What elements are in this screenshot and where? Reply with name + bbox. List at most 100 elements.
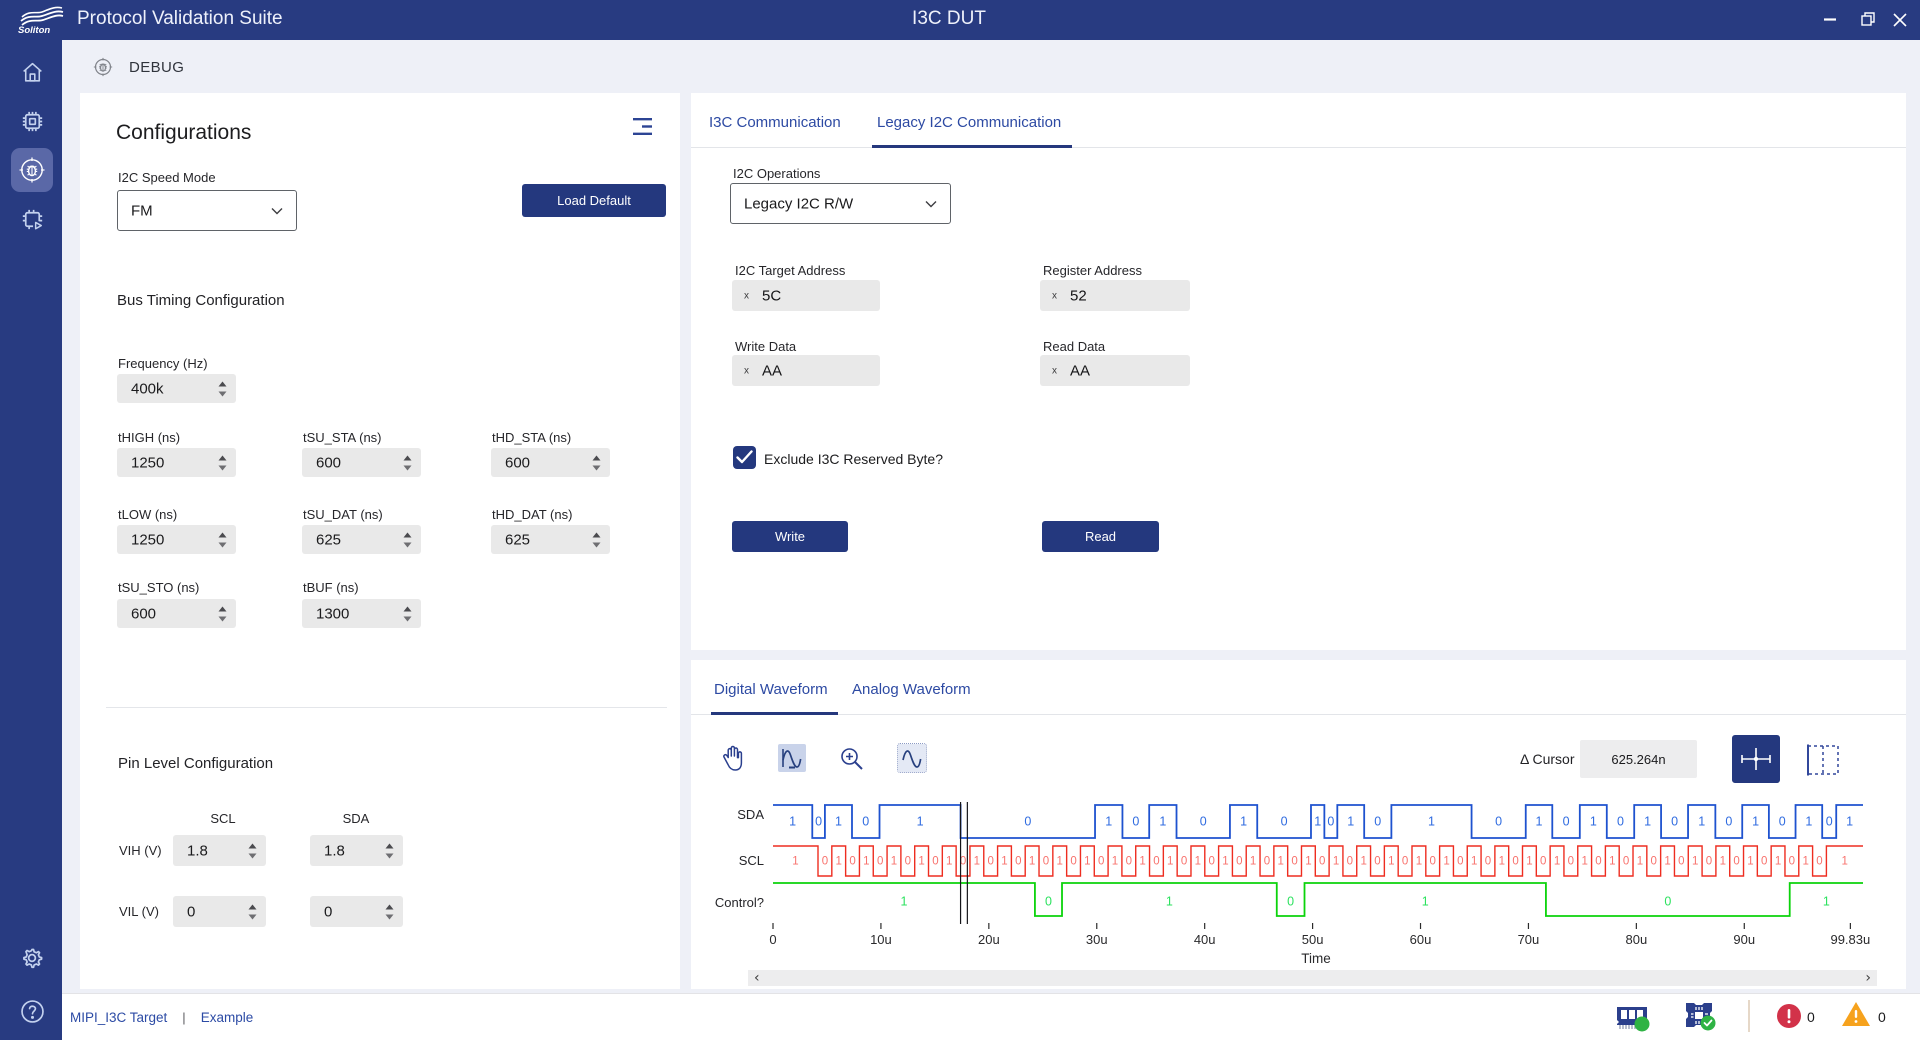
comm-field-input[interactable]: x 5C	[732, 280, 880, 311]
cursor-crosshair-button[interactable]	[1732, 735, 1780, 783]
frequency-input[interactable]: 400k	[117, 374, 236, 403]
spinner-arrows-icon[interactable]	[385, 842, 394, 859]
comm-field-input[interactable]: x AA	[1040, 355, 1190, 386]
waveform-window-icon[interactable]	[897, 743, 927, 773]
close-button[interactable]	[1881, 0, 1919, 40]
hex-prefix: x	[744, 290, 749, 301]
comm-field-input[interactable]: x 52	[1040, 280, 1190, 311]
comm-field-input[interactable]: x AA	[732, 355, 880, 386]
status-target-link[interactable]: MIPI_I3C Target	[70, 1009, 168, 1025]
svg-text:0: 0	[1153, 856, 1159, 868]
spinner-arrows-icon[interactable]	[248, 842, 257, 859]
fit-waveform-icon[interactable]	[778, 744, 806, 772]
scroll-left-icon[interactable]: ‹	[754, 970, 760, 986]
svg-text:0: 0	[1264, 856, 1270, 868]
svg-text:1: 1	[1347, 815, 1354, 829]
svg-text:0: 0	[1761, 856, 1767, 868]
svg-text:1: 1	[1443, 856, 1449, 868]
i2c-operations-dropdown[interactable]: Legacy I2C R/W	[730, 183, 951, 224]
pin-level-input[interactable]: 1.8	[173, 835, 266, 866]
svg-text:1: 1	[1802, 856, 1808, 868]
bus-field-input[interactable]: 625	[491, 525, 610, 554]
spinner-arrows-icon[interactable]	[403, 605, 412, 622]
sidebar-item-debug[interactable]	[11, 148, 53, 192]
page-title: DEBUG	[129, 58, 185, 76]
svg-text:1: 1	[1057, 856, 1063, 868]
svg-text:0: 0	[1374, 856, 1380, 868]
pin-level-input[interactable]: 0	[173, 896, 266, 927]
status-profile-link[interactable]: Example	[200, 1009, 254, 1025]
sidebar-item-device[interactable]	[11, 99, 53, 143]
load-default-button[interactable]: Load Default	[522, 184, 666, 217]
svg-text:0: 0	[1671, 815, 1678, 829]
svg-text:1: 1	[1388, 856, 1394, 868]
signal-name-sda: SDA	[737, 807, 764, 822]
svg-text:0: 0	[1043, 856, 1049, 868]
bus-field-label: tSU_STA (ns)	[303, 430, 382, 445]
pan-hand-icon[interactable]	[718, 744, 746, 772]
spinner-arrows-icon[interactable]	[403, 531, 412, 548]
waveform-plot[interactable]: 1 0 1 0 1 0 1 0 1 0 1 0 1 0 1 0 1 0 1 0 1 0 1 0 1 0 1 0 1 0 11 0 1 0 1 0 1 0 1…	[691, 660, 1906, 989]
bus-field-label: tLOW (ns)	[118, 507, 178, 522]
svg-text:0: 0	[1098, 856, 1104, 868]
tab-analog-waveform[interactable]: Analog Waveform	[852, 681, 971, 698]
pin-level-value: 1.8	[187, 842, 208, 859]
spinner-arrows-icon[interactable]	[592, 454, 601, 471]
zoom-in-icon[interactable]	[837, 744, 865, 772]
svg-text:30u: 30u	[1086, 932, 1108, 947]
collapse-lines-icon[interactable]	[632, 117, 652, 136]
svg-text:0: 0	[987, 856, 993, 868]
delta-cursor-value[interactable]: 625.264n	[1580, 740, 1697, 778]
cursor-region-button[interactable]	[1803, 742, 1843, 778]
sidebar-item-help[interactable]	[11, 989, 53, 1033]
section-divider	[106, 707, 667, 708]
warning-count: 0	[1878, 1009, 1886, 1025]
tab-digital-waveform[interactable]: Digital Waveform	[714, 681, 828, 698]
read-button[interactable]: Read	[1042, 521, 1159, 552]
tab-legacy-i2c-communication[interactable]: Legacy I2C Communication	[877, 114, 1062, 131]
spinner-arrows-icon[interactable]	[218, 605, 227, 622]
svg-text:0: 0	[1512, 856, 1518, 868]
bus-field-input[interactable]: 625	[302, 525, 421, 554]
restore-button[interactable]	[1849, 0, 1887, 40]
svg-text:1: 1	[1581, 856, 1587, 868]
help-icon	[20, 999, 44, 1023]
svg-text:1: 1	[1747, 856, 1753, 868]
sidebar-item-run[interactable]	[11, 197, 53, 241]
bus-field-input[interactable]: 600	[491, 448, 610, 477]
bus-field-input[interactable]: 600	[302, 448, 421, 477]
spinner-arrows-icon[interactable]	[592, 531, 601, 548]
waveform-scrollbar[interactable]: ‹ ›	[748, 970, 1877, 986]
svg-text:0: 0	[960, 856, 966, 868]
spinner-arrows-icon[interactable]	[385, 903, 394, 920]
bus-field-input[interactable]: 1300	[302, 599, 421, 628]
exclude-i3c-checkbox[interactable]	[733, 446, 756, 469]
svg-text:1: 1	[1609, 856, 1615, 868]
svg-text:0: 0	[1374, 815, 1381, 829]
memory-ok-icon[interactable]	[1616, 1001, 1650, 1033]
cursor-crosshair-icon	[1741, 748, 1771, 770]
speed-mode-dropdown[interactable]: FM	[117, 190, 297, 231]
speed-mode-label: I2C Speed Mode	[118, 170, 216, 185]
spinner-arrows-icon[interactable]	[248, 903, 257, 920]
scroll-right-icon[interactable]: ›	[1865, 970, 1871, 986]
pin-level-input[interactable]: 0	[310, 896, 403, 927]
spinner-arrows-icon[interactable]	[403, 454, 412, 471]
tab-i3c-communication[interactable]: I3C Communication	[709, 114, 841, 131]
bus-field-input[interactable]: 1250	[117, 448, 236, 477]
pin-level-input[interactable]: 1.8	[310, 835, 403, 866]
bus-field-input[interactable]: 1250	[117, 525, 236, 554]
pin-level-value: 0	[187, 903, 196, 920]
svg-text:1: 1	[1222, 856, 1228, 868]
spinner-arrows-icon[interactable]	[218, 454, 227, 471]
device-ok-icon[interactable]	[1684, 1001, 1716, 1033]
svg-text:1: 1	[974, 856, 980, 868]
minimize-button[interactable]	[1811, 0, 1849, 40]
bus-field-input[interactable]: 600	[117, 599, 236, 628]
spinner-arrows-icon[interactable]	[218, 531, 227, 548]
svg-text:0: 0	[1826, 815, 1833, 829]
sidebar-item-settings[interactable]	[11, 936, 53, 980]
spinner-arrows-icon[interactable]	[218, 380, 227, 397]
write-button[interactable]: Write	[732, 521, 848, 552]
sidebar-item-home[interactable]	[11, 50, 53, 94]
